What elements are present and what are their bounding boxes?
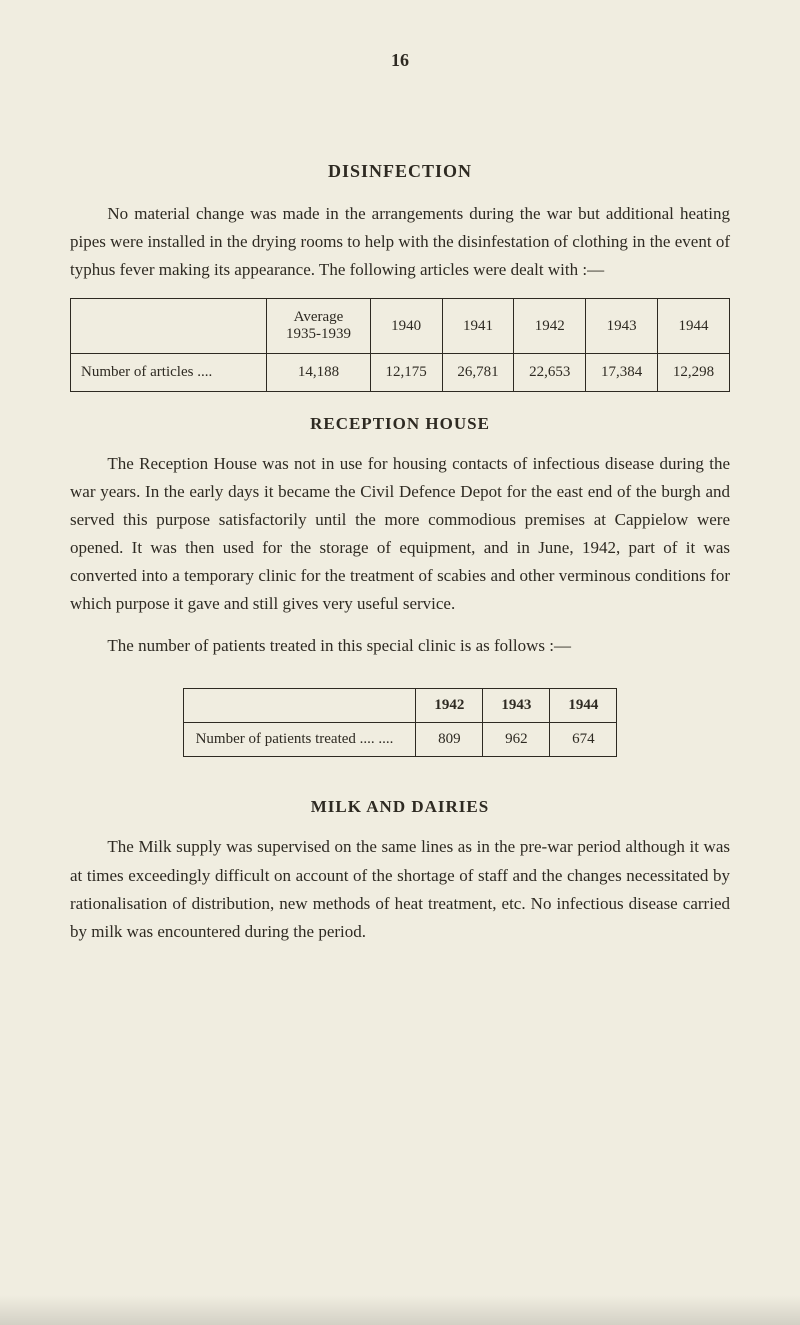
table-header-row: 1942 1943 1944: [183, 689, 617, 723]
col-1942: 1942: [514, 299, 586, 354]
reception-paragraph-1: The Reception House was not in use for h…: [70, 450, 730, 618]
row-label: Number of articles ....: [71, 354, 267, 392]
cell-1942: 22,653: [514, 354, 586, 392]
milk-heading: MILK AND DAIRIES: [70, 797, 730, 817]
cell-avg: 14,188: [267, 354, 370, 392]
col-1943: 1943: [586, 299, 658, 354]
col-1943: 1943: [483, 689, 550, 723]
table-row: Number of articles .... 14,188 12,175 26…: [71, 354, 730, 392]
reception-heading: RECEPTION HOUSE: [70, 414, 730, 434]
cell-1943: 17,384: [586, 354, 658, 392]
articles-table: Average1935-1939 1940 1941 1942 1943 194…: [70, 298, 730, 392]
table-header-row: Average1935-1939 1940 1941 1942 1943 194…: [71, 299, 730, 354]
cell-1942: 809: [416, 723, 483, 757]
reception-paragraph-2: The number of patients treated in this s…: [70, 632, 730, 660]
table-row: Number of patients treated .... .... 809…: [183, 723, 617, 757]
disinfection-paragraph: No material change was made in the arran…: [70, 200, 730, 284]
patients-table: 1942 1943 1944 Number of patients treate…: [183, 688, 618, 757]
disinfection-heading: DISINFECTION: [70, 161, 730, 182]
cell-1944: 12,298: [658, 354, 730, 392]
col-blank: [183, 689, 416, 723]
col-1940: 1940: [370, 299, 442, 354]
patients-table-wrap: 1942 1943 1944 Number of patients treate…: [70, 674, 730, 775]
page-number: 16: [70, 50, 730, 71]
col-avg-label: Average1935-1939: [286, 309, 351, 342]
col-avg: Average1935-1939: [267, 299, 370, 354]
cell-1940: 12,175: [370, 354, 442, 392]
milk-paragraph: The Milk supply was supervised on the sa…: [70, 833, 730, 945]
cell-1943: 962: [483, 723, 550, 757]
cell-1941: 26,781: [442, 354, 514, 392]
col-1941: 1941: [442, 299, 514, 354]
row-label: Number of patients treated .... ....: [183, 723, 416, 757]
page-bottom-shadow: [0, 1295, 800, 1325]
col-1944: 1944: [658, 299, 730, 354]
col-1942: 1942: [416, 689, 483, 723]
col-blank: [71, 299, 267, 354]
cell-1944: 674: [550, 723, 617, 757]
col-1944: 1944: [550, 689, 617, 723]
